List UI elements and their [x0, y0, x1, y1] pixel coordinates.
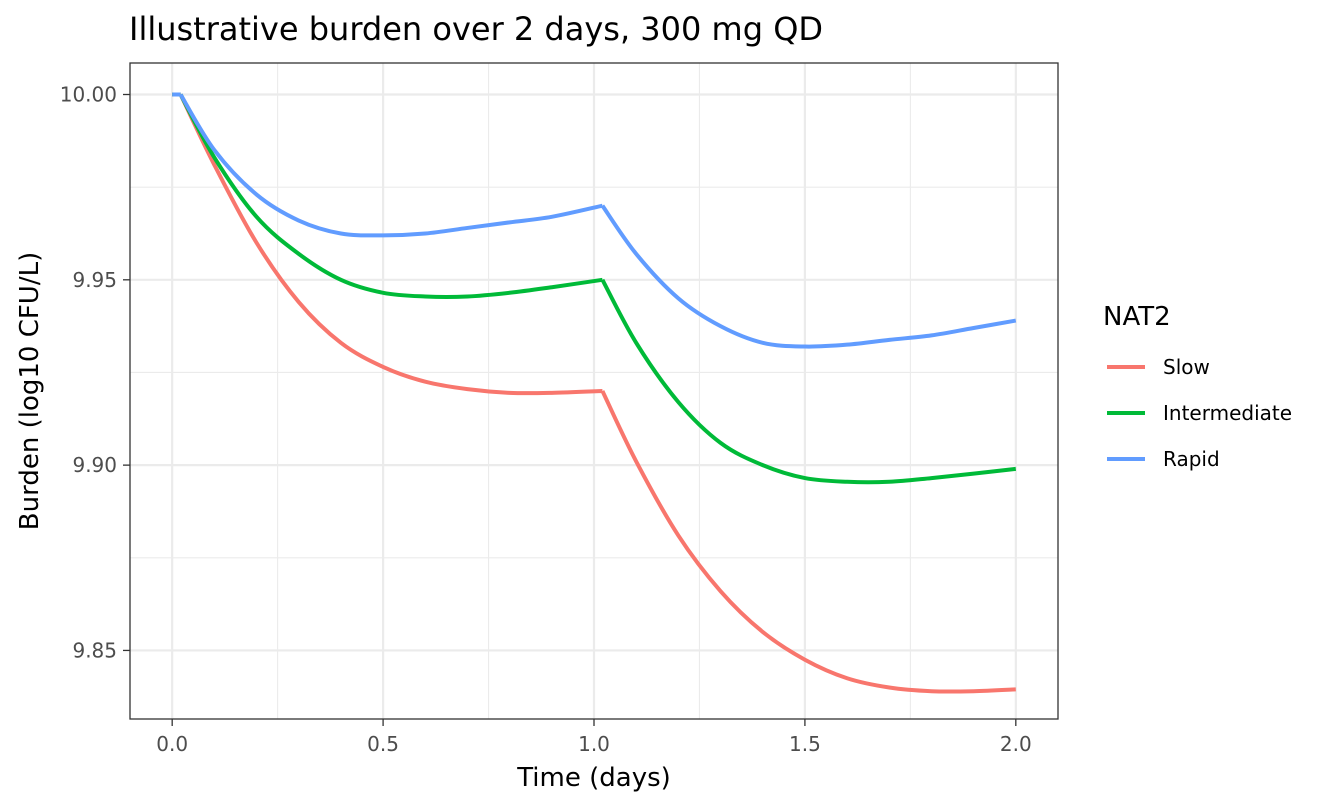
x-tick-label: 0.0 — [156, 732, 188, 756]
chart-title: Illustrative burden over 2 days, 300 mg … — [129, 10, 823, 48]
legend-title: NAT2 — [1103, 302, 1171, 332]
x-tick-label: 2.0 — [1000, 732, 1032, 756]
y-tick-label: 9.95 — [72, 268, 117, 292]
y-tick-label: 9.90 — [72, 453, 117, 477]
y-axis-title: Burden (log10 CFU/L) — [15, 252, 45, 530]
legend-label: Slow — [1163, 355, 1210, 379]
series-line-rapid — [172, 92, 1017, 349]
y-tick-label: 10.00 — [60, 83, 117, 107]
y-tick-label: 9.85 — [72, 638, 117, 662]
legend: NAT2 Slow Intermediate Rapid — [1103, 302, 1292, 471]
x-tick-label: 0.5 — [367, 732, 399, 756]
x-tick-label: 1.0 — [578, 732, 610, 756]
x-axis-title: Time (days) — [516, 763, 671, 793]
axis-ticks: 0.0 0.5 1.0 1.5 2.0 9.85 9.90 9.95 10.00 — [60, 83, 1032, 756]
x-tick-label: 1.5 — [789, 732, 821, 756]
series-lines — [172, 92, 1017, 694]
grid — [130, 63, 1058, 719]
legend-label: Intermediate — [1163, 401, 1292, 425]
legend-label: Rapid — [1163, 447, 1220, 471]
